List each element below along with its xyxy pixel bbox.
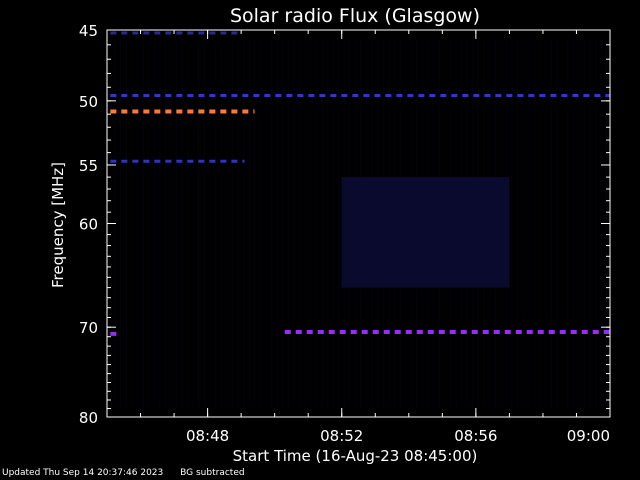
background-streak <box>578 40 580 407</box>
background-streak <box>220 40 223 407</box>
background-streak <box>259 40 262 407</box>
background-streak <box>287 40 290 407</box>
background-streak <box>198 40 200 407</box>
background-streak <box>539 40 541 407</box>
background-streak <box>298 40 301 407</box>
y-tick-label: 45 <box>79 22 98 40</box>
background-streak <box>544 40 547 407</box>
background-streak <box>315 40 318 407</box>
background-streak <box>125 40 128 407</box>
background-streak <box>583 40 586 407</box>
background-streak <box>153 40 156 407</box>
background-streak <box>248 40 251 407</box>
background-streak <box>203 40 206 407</box>
background-streak <box>147 40 150 407</box>
background-streak <box>321 40 323 407</box>
plot-area <box>108 31 610 407</box>
background-streak <box>304 40 306 407</box>
background-streak <box>516 40 519 407</box>
background-streak <box>181 40 183 407</box>
axes: 08:48 08:52 08:56 09:00 45 50 55 60 70 80 <box>79 22 611 445</box>
x-tick-label: 08:52 <box>320 427 363 445</box>
background-streak <box>142 40 144 407</box>
y-tick-label: 80 <box>79 409 98 427</box>
background-streak <box>136 40 139 407</box>
y-tick-label: 60 <box>79 216 98 234</box>
background-streak <box>209 40 211 407</box>
background-streak <box>265 40 267 407</box>
background-streak <box>175 40 178 407</box>
background-streak <box>187 40 189 407</box>
background-streak <box>226 40 228 407</box>
y-tick-label: 55 <box>79 157 98 175</box>
background-region <box>341 177 510 288</box>
background-streak <box>589 40 591 407</box>
x-axis-label: Start Time (16-Aug-23 08:45:00) <box>233 447 478 465</box>
footer: Updated Thu Sep 14 20:37:46 2023 BG subt… <box>2 468 259 478</box>
background-streak <box>527 40 530 407</box>
y-tick-label: 70 <box>79 319 98 337</box>
background-streak <box>550 40 552 407</box>
updated-timestamp: Updated Thu Sep 14 20:37:46 2023 <box>2 468 164 478</box>
background-streak <box>214 40 217 407</box>
background-streak <box>567 40 569 407</box>
x-tick-label: 08:56 <box>454 427 497 445</box>
background-streak <box>254 40 256 407</box>
background-streak <box>159 40 161 407</box>
background-streak <box>555 40 558 407</box>
background-streak <box>326 40 329 407</box>
background-streak <box>332 40 334 407</box>
background-streak <box>192 40 195 407</box>
background-streak <box>276 40 278 407</box>
background-streak <box>533 40 536 407</box>
chart-title: Solar radio Flux (Glasgow) <box>230 5 480 27</box>
background-streak <box>237 40 239 407</box>
y-axis-label: Frequency [MHz] <box>49 162 67 288</box>
x-tick-label: 08:48 <box>186 427 229 445</box>
background-streak <box>572 40 575 407</box>
background-note: BG subtracted <box>180 468 245 478</box>
background-streak <box>522 40 524 407</box>
x-tick-label: 09:00 <box>567 427 610 445</box>
background-streak <box>337 40 340 407</box>
background-streak <box>164 40 167 407</box>
background-streak <box>242 40 245 407</box>
background-streak <box>561 40 563 407</box>
background-streak <box>170 40 172 407</box>
background-streak <box>231 40 234 407</box>
background-streak <box>293 40 295 407</box>
background-streak <box>270 40 273 407</box>
background-streak <box>595 40 597 407</box>
background-streak <box>119 40 122 407</box>
y-tick-label: 50 <box>79 93 98 111</box>
background-streak <box>131 40 133 407</box>
background-streak <box>309 40 312 407</box>
background-streak <box>282 40 284 407</box>
background-streak <box>511 40 513 407</box>
